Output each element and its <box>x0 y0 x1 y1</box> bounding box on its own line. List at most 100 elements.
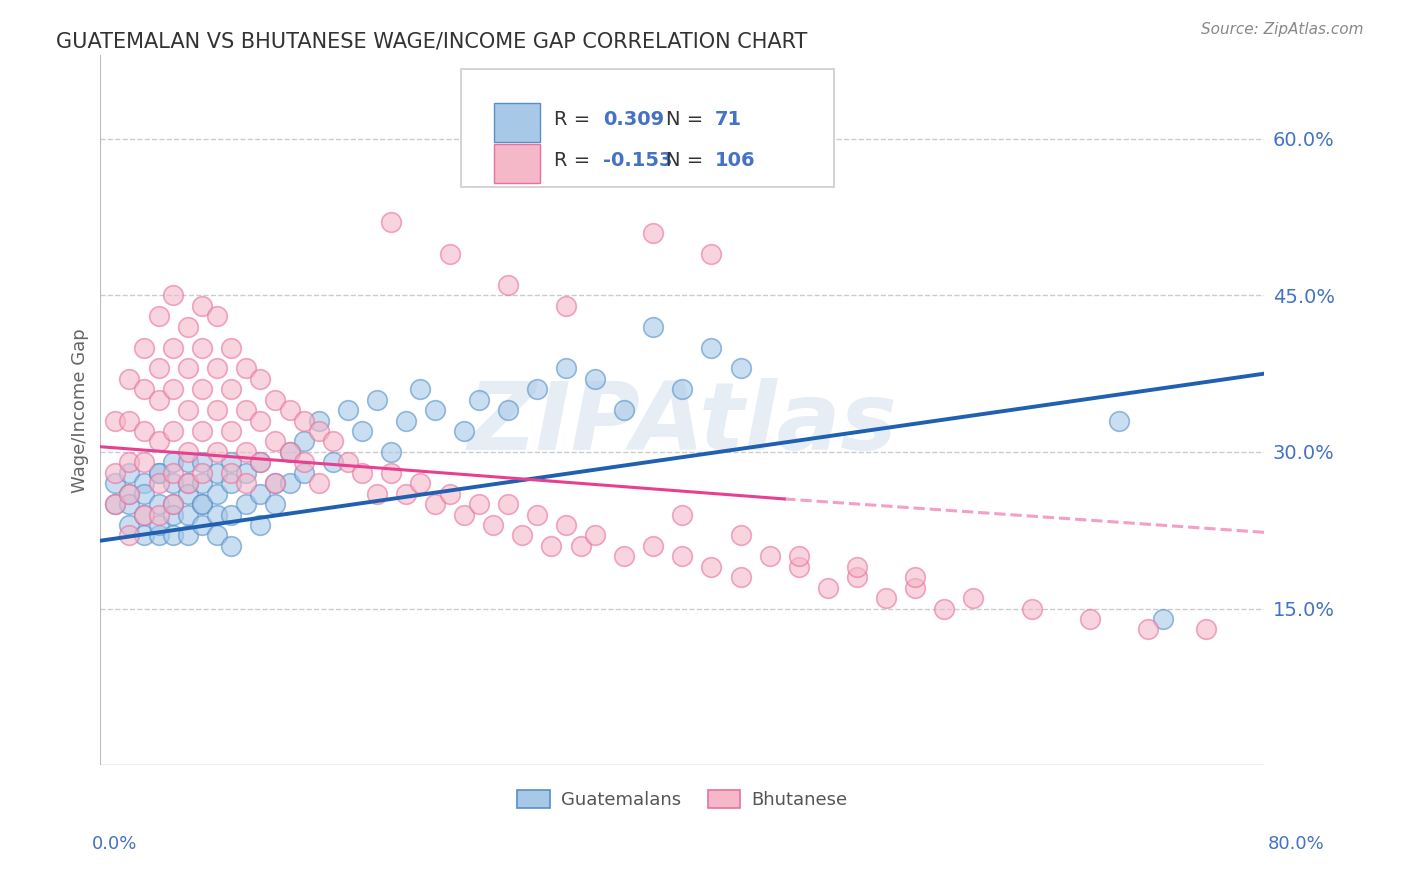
Point <box>176 476 198 491</box>
Point <box>278 445 301 459</box>
Point <box>467 497 489 511</box>
Point <box>292 455 315 469</box>
Point <box>118 486 141 500</box>
Point <box>467 392 489 407</box>
Point <box>380 215 402 229</box>
Point <box>904 581 927 595</box>
Point <box>104 497 127 511</box>
Point <box>278 476 301 491</box>
Point <box>934 601 956 615</box>
Point <box>176 455 198 469</box>
Point <box>380 445 402 459</box>
Point <box>643 226 665 240</box>
Text: N =: N = <box>666 152 710 170</box>
Text: 71: 71 <box>716 111 742 129</box>
Point <box>671 549 693 564</box>
Point <box>162 466 184 480</box>
Point <box>205 508 228 522</box>
Point <box>482 518 505 533</box>
Point <box>162 424 184 438</box>
Point <box>162 476 184 491</box>
Point <box>221 424 243 438</box>
Point <box>643 539 665 553</box>
Point <box>380 466 402 480</box>
Point <box>132 476 155 491</box>
Point <box>132 424 155 438</box>
Point <box>249 414 271 428</box>
Point <box>235 466 257 480</box>
Point <box>264 392 287 407</box>
Point <box>132 528 155 542</box>
Point <box>132 382 155 396</box>
Point <box>235 403 257 417</box>
Point <box>191 455 214 469</box>
Point <box>1152 612 1174 626</box>
Point <box>221 476 243 491</box>
Point <box>176 319 198 334</box>
Point <box>613 403 636 417</box>
Point <box>235 361 257 376</box>
Point <box>700 246 723 260</box>
Point <box>221 539 243 553</box>
Point <box>395 486 418 500</box>
Point <box>176 486 198 500</box>
Point <box>249 486 271 500</box>
Point <box>191 466 214 480</box>
Point <box>191 424 214 438</box>
Point <box>453 508 475 522</box>
FancyBboxPatch shape <box>494 103 540 143</box>
Point <box>148 518 170 533</box>
Point <box>569 539 592 553</box>
Point <box>118 372 141 386</box>
Point <box>496 277 519 292</box>
Text: R =: R = <box>554 152 596 170</box>
Point <box>366 486 388 500</box>
Point <box>221 508 243 522</box>
Point <box>118 518 141 533</box>
Point <box>1137 623 1160 637</box>
Point <box>249 455 271 469</box>
Point <box>555 361 578 376</box>
Point <box>336 403 359 417</box>
Point <box>366 392 388 407</box>
Point <box>583 528 606 542</box>
Point <box>322 455 344 469</box>
Text: N =: N = <box>666 111 710 129</box>
Point <box>249 455 271 469</box>
Point <box>191 341 214 355</box>
Point <box>613 549 636 564</box>
Point <box>846 559 869 574</box>
Point <box>162 528 184 542</box>
Point <box>540 539 562 553</box>
Point <box>191 518 214 533</box>
Point <box>555 518 578 533</box>
Y-axis label: Wage/Income Gap: Wage/Income Gap <box>72 327 89 492</box>
Point <box>423 497 446 511</box>
Point <box>671 508 693 522</box>
Text: R =: R = <box>554 111 596 129</box>
Point <box>264 434 287 449</box>
Point <box>205 361 228 376</box>
Point <box>162 508 184 522</box>
Point <box>292 414 315 428</box>
Point <box>132 341 155 355</box>
Legend: Guatemalans, Bhutanese: Guatemalans, Bhutanese <box>510 783 855 816</box>
Point <box>235 445 257 459</box>
FancyBboxPatch shape <box>494 145 540 184</box>
Point <box>352 424 374 438</box>
Point <box>118 486 141 500</box>
Point <box>176 403 198 417</box>
Point <box>308 424 330 438</box>
Point <box>453 424 475 438</box>
Point <box>191 476 214 491</box>
Point <box>221 382 243 396</box>
Point <box>205 309 228 323</box>
Point <box>875 591 897 606</box>
Point <box>132 508 155 522</box>
Point <box>1021 601 1043 615</box>
Point <box>846 570 869 584</box>
Point <box>700 341 723 355</box>
Point <box>148 528 170 542</box>
Point <box>643 319 665 334</box>
Point <box>162 497 184 511</box>
